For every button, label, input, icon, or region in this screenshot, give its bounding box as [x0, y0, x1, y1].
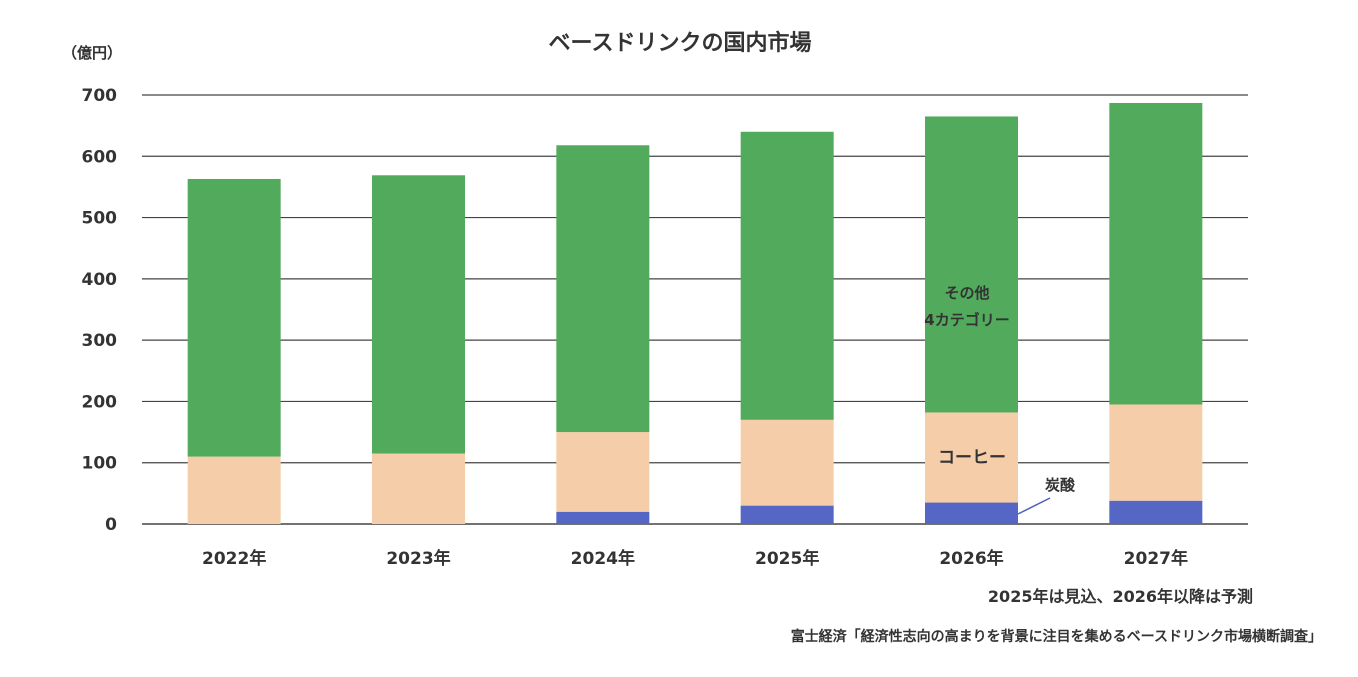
x-tick-label: 2026年 — [939, 548, 1003, 569]
annotation-other-line2: 4カテゴリー — [924, 311, 1009, 329]
bar-segment — [372, 453, 465, 524]
forecast-note: 2025年は見込、2026年以降は予測 — [988, 587, 1253, 606]
bar-segment — [925, 502, 1018, 524]
x-tick-label: 2023年 — [386, 548, 450, 569]
annotation-soda: 炭酸 — [1045, 476, 1076, 494]
bar-segment — [1109, 102, 1203, 405]
x-tick-label: 2025年 — [755, 548, 819, 569]
bar-segment — [925, 116, 1018, 413]
bar-segment — [1109, 500, 1203, 524]
bar-segment — [740, 131, 834, 420]
bar-segment — [740, 505, 834, 524]
y-tick-label: 700 — [82, 86, 118, 106]
y-axis-ticks: 0 100 200 300 400 500 600 700 — [82, 86, 118, 535]
y-axis-unit-label: （億円） — [62, 44, 122, 62]
chart-title: ベースドリンクの国内市場 — [549, 30, 812, 56]
y-tick-label: 0 — [105, 515, 117, 535]
annotation-coffee: コーヒー — [938, 448, 1006, 468]
x-tick-label: 2027年 — [1124, 548, 1188, 569]
gridlines — [142, 94, 1248, 525]
y-tick-label: 300 — [82, 331, 118, 351]
bar-segment — [372, 175, 465, 454]
bar-segment — [187, 178, 281, 457]
y-tick-label: 100 — [82, 454, 118, 474]
bar-segment — [1109, 404, 1203, 501]
x-axis-ticks: 2022年 2023年 2024年 2025年 2026年 2027年 — [202, 548, 1188, 569]
bar-segment — [740, 419, 834, 506]
x-tick-label: 2022年 — [202, 548, 266, 569]
y-tick-label: 200 — [82, 392, 118, 412]
bar-segment — [556, 511, 650, 524]
annotation-soda-leader-line — [1017, 497, 1051, 515]
bar-segment — [187, 456, 281, 524]
annotation-other-line1: その他 — [944, 284, 989, 302]
bar-stacks — [187, 102, 1203, 524]
y-tick-label: 400 — [82, 270, 118, 290]
y-tick-label: 500 — [82, 209, 118, 229]
bar-segment — [556, 432, 650, 512]
x-tick-label: 2024年 — [571, 548, 635, 569]
bar-segment — [556, 145, 650, 433]
bar-segment — [925, 412, 1018, 503]
y-tick-label: 600 — [82, 147, 118, 167]
source-credit: 富士経済「経済性志向の高まりを背景に注目を集めるベースドリンク市場横断調査」 — [791, 628, 1322, 645]
